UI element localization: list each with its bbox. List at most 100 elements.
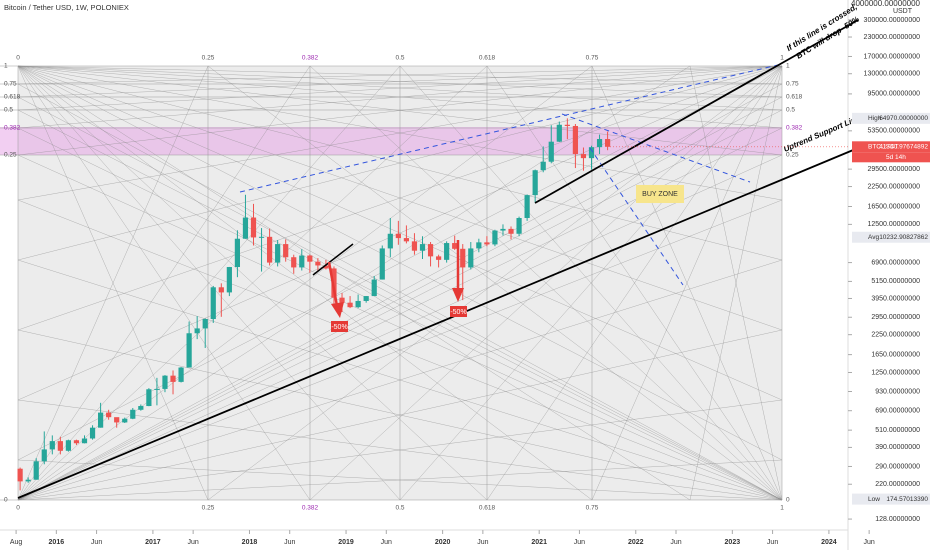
candle-body bbox=[572, 125, 579, 155]
candle-body bbox=[41, 449, 47, 462]
x-tick-label: 2022 bbox=[628, 539, 644, 546]
candle-body bbox=[162, 375, 168, 389]
price-tag-name: BTCUSDT bbox=[868, 144, 899, 151]
x-tick-label: 2023 bbox=[725, 539, 741, 546]
candle-body bbox=[492, 230, 498, 245]
candle-body bbox=[564, 124, 570, 126]
candle-body bbox=[347, 302, 353, 308]
x-tick-label: 2018 bbox=[242, 539, 258, 546]
gann-line bbox=[17, 65, 401, 501]
price-tag-label: 41740.97674892 bbox=[879, 144, 928, 151]
candle-body bbox=[154, 388, 160, 390]
gann-label: 0.382 bbox=[786, 125, 803, 132]
price-tag bbox=[852, 112, 930, 124]
y-tick-label: 12500.00000000 bbox=[867, 221, 920, 228]
x-tick-label: Jun bbox=[574, 539, 585, 546]
candle-body bbox=[468, 248, 474, 268]
candle-body bbox=[178, 367, 184, 382]
candle-body bbox=[395, 233, 401, 239]
candle-body bbox=[419, 244, 426, 251]
candle-body bbox=[444, 243, 450, 260]
x-tick-label: Jun bbox=[477, 539, 488, 546]
break-line bbox=[312, 243, 354, 276]
gann-label: 0.618 bbox=[4, 94, 21, 101]
y-tick-label: 5150.00000000 bbox=[871, 278, 920, 285]
candle-body bbox=[250, 217, 257, 238]
candle-body bbox=[532, 170, 538, 196]
candle-body bbox=[299, 255, 305, 268]
candle-body bbox=[460, 248, 466, 268]
y-axis-unit: USDT bbox=[893, 8, 913, 15]
y-axis-top-label: 4000000.00000000 bbox=[851, 0, 921, 8]
x-tick-label: Jun bbox=[187, 539, 198, 546]
candle-body bbox=[258, 236, 265, 238]
candle-body bbox=[266, 236, 273, 263]
gann-line bbox=[17, 65, 593, 501]
y-tick-label: 53500.00000000 bbox=[867, 128, 920, 135]
gann-label: 0.25 bbox=[202, 55, 215, 62]
x-tick-label: 2017 bbox=[145, 539, 161, 546]
gann-label: 0 bbox=[786, 497, 790, 504]
y-tick-label: 170000.00000000 bbox=[864, 53, 921, 60]
gann-label: 0.75 bbox=[586, 505, 599, 512]
y-tick-label: 95000.00000000 bbox=[867, 91, 920, 98]
candle-body bbox=[604, 139, 611, 147]
gann-label: 0.618 bbox=[479, 505, 496, 512]
candle-body bbox=[106, 412, 112, 418]
gann-label: 0 bbox=[16, 55, 20, 62]
gann-label: 0.5 bbox=[786, 107, 795, 114]
gann-line bbox=[17, 65, 209, 501]
candle-body bbox=[588, 147, 595, 159]
arrow bbox=[327, 261, 339, 307]
candle-body bbox=[435, 256, 442, 260]
annotation: Uptrend Support Line bbox=[782, 113, 862, 154]
x-tick-label: 2021 bbox=[531, 539, 547, 546]
y-tick-label: 290.00000000 bbox=[875, 463, 920, 470]
annotation: -50% bbox=[450, 309, 466, 316]
candle-body bbox=[524, 195, 530, 219]
y-tick-label: 29500.00000000 bbox=[867, 166, 920, 173]
candle-body bbox=[218, 287, 224, 293]
price-tag bbox=[852, 493, 930, 505]
candle-body bbox=[49, 441, 55, 450]
price-tag-label: 64970.00000000 bbox=[879, 115, 928, 122]
candle-body bbox=[202, 319, 208, 329]
x-tick-label: Jun bbox=[381, 539, 392, 546]
y-tick-label: 930.00000000 bbox=[875, 388, 920, 395]
candle-body bbox=[500, 228, 506, 231]
gann-label: 0 bbox=[4, 497, 8, 504]
gann-label: 0.25 bbox=[202, 505, 215, 512]
price-tag bbox=[852, 231, 930, 243]
gann-label: 0.5 bbox=[395, 505, 404, 512]
gann-label: 1 bbox=[780, 55, 784, 62]
price-tag-label: 174.57013390 bbox=[886, 496, 928, 503]
candle-body bbox=[17, 468, 23, 482]
gann-line bbox=[309, 65, 783, 501]
candle-body bbox=[234, 238, 241, 268]
buy-zone bbox=[636, 185, 684, 203]
gann-fan: 0 0 0 0 0.25 0.25 0.25 0.25 0.382 0.382 0.382 0.382… bbox=[0, 55, 803, 512]
price-tag-countdown: 5d 14h bbox=[886, 154, 906, 161]
gann-line bbox=[17, 65, 691, 501]
y-tick-label: 130000.00000000 bbox=[864, 71, 921, 78]
y-tick-label: 2250.00000000 bbox=[871, 332, 920, 339]
price-tag bbox=[852, 141, 930, 153]
candle-body bbox=[275, 244, 281, 263]
candle-body bbox=[57, 441, 63, 451]
candle-body bbox=[73, 440, 80, 444]
x-tick-label: 2016 bbox=[49, 539, 65, 546]
candle-body bbox=[580, 154, 587, 159]
candle-body bbox=[307, 255, 313, 262]
candle-body bbox=[596, 139, 603, 148]
dashed-trend bbox=[239, 63, 783, 193]
candle-body bbox=[146, 389, 152, 407]
x-tick-label: Jun bbox=[670, 539, 681, 546]
candle-body bbox=[81, 438, 88, 444]
candle-body bbox=[379, 248, 385, 280]
x-tick-label: Jun bbox=[91, 539, 102, 546]
y-tick-label: 690.00000000 bbox=[875, 408, 920, 415]
gann-label: 0.382 bbox=[302, 55, 319, 62]
gann-line bbox=[17, 65, 311, 501]
price-tag-label: 10232.90827862 bbox=[879, 234, 928, 241]
